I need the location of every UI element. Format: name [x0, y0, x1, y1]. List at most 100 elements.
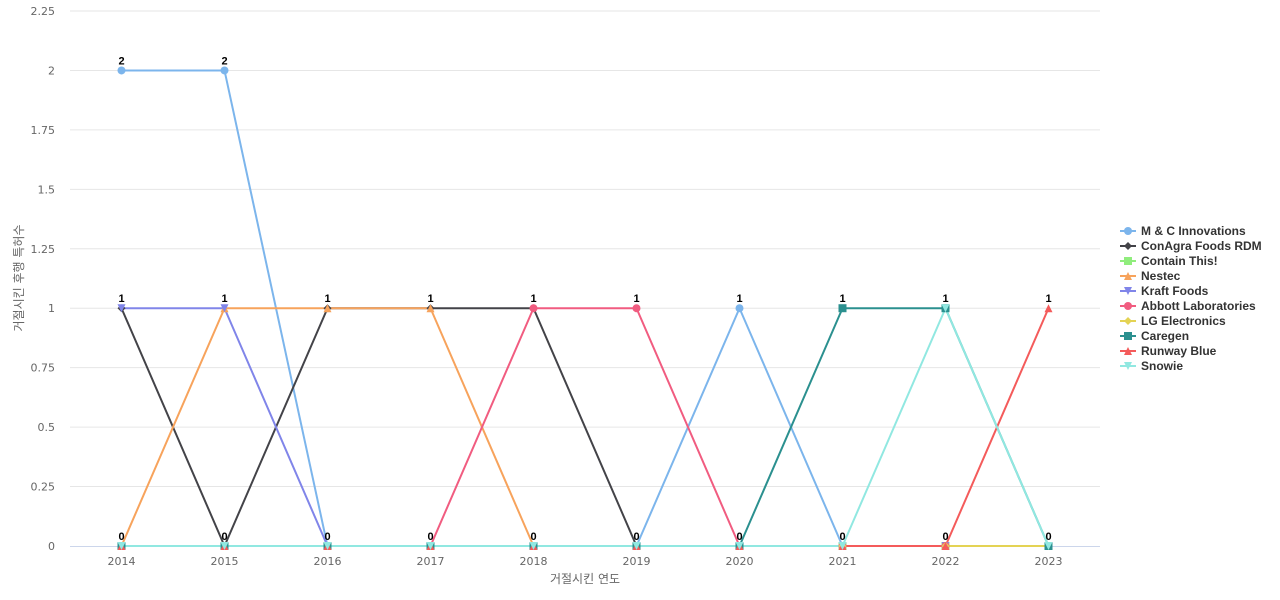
x-axis-title: 거절시킨 연도 — [550, 572, 620, 586]
data-point — [220, 542, 229, 550]
legend-label: Snowie — [1141, 359, 1183, 373]
gridlines — [70, 10, 1100, 488]
legend-item[interactable]: ConAgra Foods RDM — [1120, 239, 1262, 253]
legend-marker-icon — [1124, 302, 1132, 310]
data-point — [220, 66, 229, 75]
series-lines — [120, 69, 1050, 547]
legend-item[interactable]: Snowie — [1120, 359, 1183, 373]
y-tick-label: 0.25 — [31, 481, 56, 494]
data-point — [838, 304, 847, 313]
legend-marker-icon — [1124, 272, 1132, 280]
x-tick-label: 2020 — [726, 555, 754, 568]
series-line — [121, 307, 1050, 547]
data-label: 0 — [118, 531, 124, 543]
x-tick-label: 2014 — [108, 555, 136, 568]
x-axis-ticks: 2014 2015 2016 2017 2018 2019 2020 2021 2022 2023 — [108, 555, 1063, 568]
legend-item[interactable]: M & C Innovations — [1120, 224, 1246, 238]
data-label: 2 — [221, 55, 227, 67]
y-tick-label: 1.75 — [31, 124, 56, 137]
x-tick-label: 2022 — [932, 555, 960, 568]
legend-marker-icon — [1124, 347, 1132, 355]
y-tick-label: 0 — [48, 540, 55, 553]
data-label: 0 — [427, 531, 433, 543]
legend-label: LG Electronics — [1141, 314, 1226, 328]
data-label: 1 — [118, 293, 124, 305]
data-label: 1 — [736, 293, 742, 305]
data-point — [632, 304, 641, 313]
data-point — [117, 542, 126, 550]
data-label: 1 — [942, 293, 948, 305]
data-label: 0 — [633, 531, 639, 543]
y-tick-label: 1.25 — [31, 243, 56, 256]
data-label: 0 — [942, 531, 948, 543]
data-label: 1 — [427, 293, 433, 305]
data-point — [117, 66, 126, 75]
data-point — [838, 542, 847, 550]
legend-marker-icon — [1124, 362, 1132, 370]
data-point — [735, 304, 744, 313]
legend-item[interactable]: Kraft Foods — [1120, 284, 1209, 298]
x-tick-label: 2021 — [829, 555, 857, 568]
data-point — [735, 542, 744, 550]
legend-label: Caregen — [1141, 329, 1189, 343]
data-label: 0 — [324, 531, 330, 543]
x-tick-label: 2017 — [417, 555, 445, 568]
data-point — [1044, 542, 1053, 550]
legend-marker-icon — [1124, 227, 1132, 235]
x-tick-label: 2016 — [314, 555, 342, 568]
x-tick-label: 2023 — [1035, 555, 1063, 568]
data-label: 1 — [1045, 293, 1051, 305]
data-label: 1 — [530, 293, 536, 305]
legend-item[interactable]: Contain This! — [1120, 254, 1218, 268]
legend-label: Kraft Foods — [1141, 284, 1209, 298]
x-tick-label: 2019 — [623, 555, 651, 568]
y-tick-label: 2.25 — [31, 5, 56, 18]
series-markers — [117, 66, 1053, 550]
legend-label: M & C Innovations — [1141, 224, 1246, 238]
y-tick-label: 0.5 — [38, 421, 56, 434]
data-point — [117, 304, 126, 313]
legend-label: ConAgra Foods RDM — [1141, 239, 1262, 253]
legend-item[interactable]: Runway Blue — [1120, 344, 1217, 358]
y-tick-label: 1.5 — [38, 183, 56, 196]
data-point — [529, 542, 538, 550]
x-tick-label: 2018 — [520, 555, 548, 568]
data-point — [426, 304, 435, 313]
data-point — [1044, 304, 1053, 313]
data-label: 2 — [118, 55, 124, 67]
data-point — [529, 304, 538, 313]
legend-item[interactable]: LG Electronics — [1120, 314, 1226, 328]
data-label: 0 — [1045, 531, 1051, 543]
legend-item[interactable]: Caregen — [1120, 329, 1189, 343]
x-tick-label: 2015 — [211, 555, 239, 568]
legend-marker-icon — [1124, 287, 1132, 295]
data-label: 0 — [530, 531, 536, 543]
legend-label: Runway Blue — [1141, 344, 1217, 358]
legend-marker-icon — [1124, 332, 1132, 340]
data-label: 1 — [221, 293, 227, 305]
y-tick-label: 1 — [48, 302, 55, 315]
y-axis-title: 거절시킨 후행 특허수 — [11, 225, 26, 332]
legend-item[interactable]: Nestec — [1120, 269, 1181, 283]
data-point — [941, 304, 950, 313]
legend-item[interactable]: Abbott Laboratories — [1120, 299, 1256, 313]
data-labels: 2 1 0 2 0 1 0 1 0 1 0 1 0 1 1 0 0 1 0 1 0 1 — [118, 55, 1051, 543]
data-point — [220, 304, 229, 313]
legend-marker-icon — [1124, 242, 1132, 250]
data-label: 0 — [736, 531, 742, 543]
legend-label: Abbott Laboratories — [1141, 299, 1256, 313]
data-label: 1 — [839, 293, 845, 305]
legend-marker-icon — [1124, 317, 1132, 325]
data-point — [323, 542, 332, 550]
y-tick-label: 0.75 — [31, 362, 56, 375]
legend-label: Nestec — [1141, 269, 1181, 283]
data-point — [426, 542, 435, 550]
data-point — [941, 542, 950, 550]
data-label: 0 — [221, 531, 227, 543]
legend-label: Contain This! — [1141, 254, 1218, 268]
legend-marker-icon — [1124, 257, 1132, 265]
data-label: 1 — [633, 293, 639, 305]
data-point — [632, 542, 641, 550]
